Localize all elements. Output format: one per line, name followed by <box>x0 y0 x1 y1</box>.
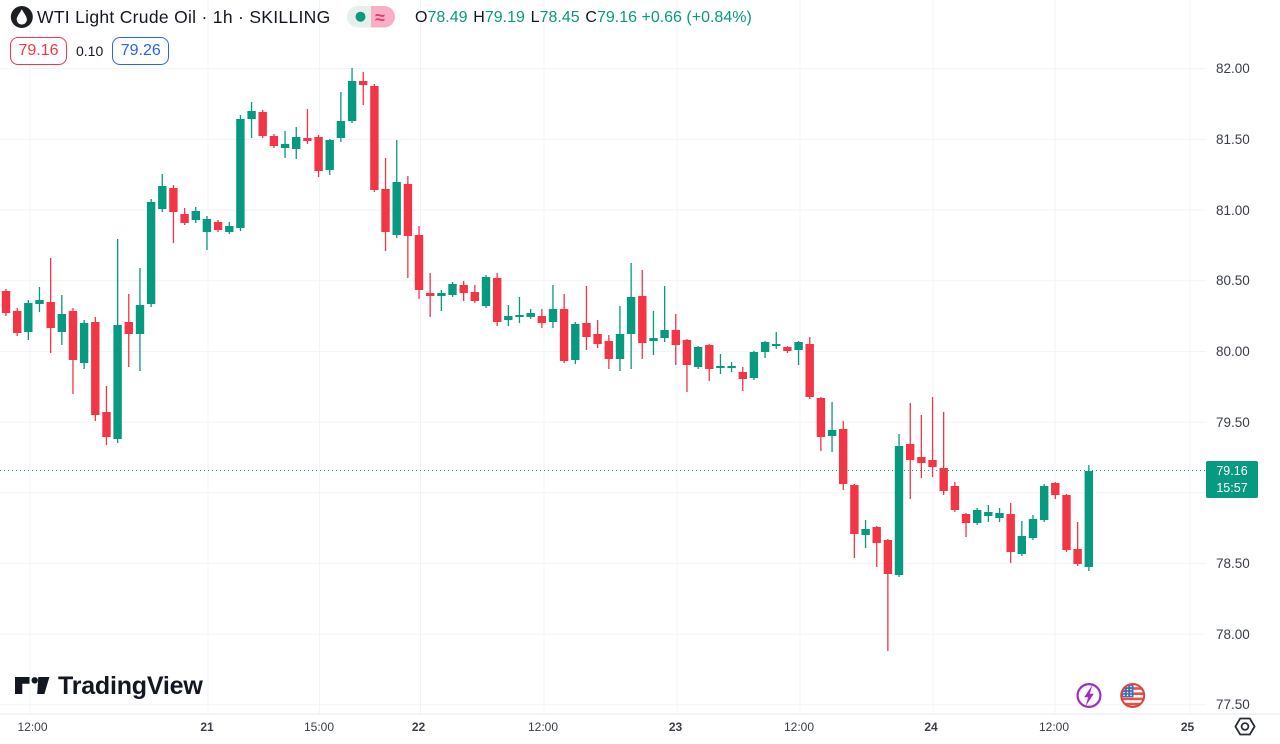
svg-text:≈: ≈ <box>375 8 385 28</box>
